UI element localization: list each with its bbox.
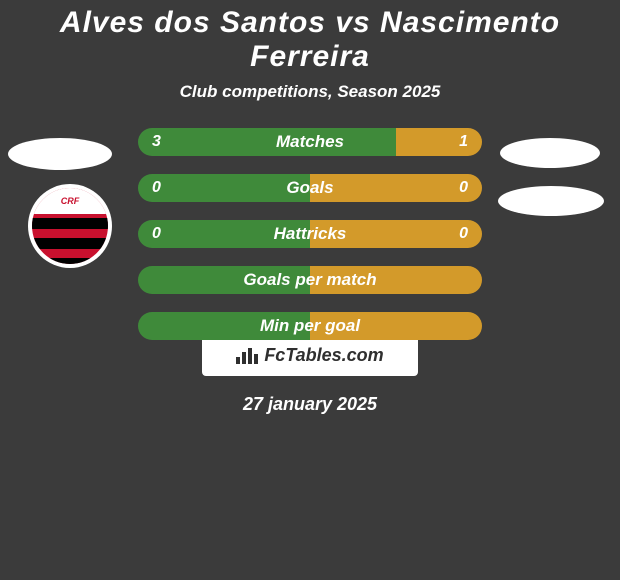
stat-bar-right [310, 220, 482, 248]
stat-row: Goals per match [138, 266, 482, 294]
crest-text: CRF [61, 196, 80, 206]
snapshot-date: 27 january 2025 [0, 394, 620, 415]
stat-bar-right [396, 128, 482, 156]
stat-row: Hattricks00 [138, 220, 482, 248]
stat-bar-right [310, 174, 482, 202]
crest-field: CRF [32, 188, 108, 264]
page-title: Alves dos Santos vs Nascimento Ferreira [0, 0, 620, 74]
stat-value-left: 3 [152, 128, 161, 156]
stat-value-left: 0 [152, 220, 161, 248]
stat-bar-left [138, 266, 310, 294]
stat-value-right: 0 [459, 174, 468, 202]
stat-bar-right [310, 266, 482, 294]
stat-bar-left [138, 220, 310, 248]
crest-top: CRF [32, 188, 108, 214]
bar-chart-icon [236, 346, 258, 364]
stat-bar-left [138, 174, 310, 202]
stat-row: Matches31 [138, 128, 482, 156]
stat-value-right: 1 [459, 128, 468, 156]
stat-row: Min per goal [138, 312, 482, 340]
player-right-photo-placeholder-top [500, 138, 600, 168]
stat-bar-right [310, 312, 482, 340]
player-left-club-crest: CRF [28, 184, 112, 268]
stat-value-right: 0 [459, 220, 468, 248]
player-left-photo-placeholder [8, 138, 112, 170]
stat-bar-left [138, 312, 310, 340]
comparison-bars: Matches31Goals00Hattricks00Goals per mat… [138, 128, 482, 358]
stat-value-left: 0 [152, 174, 161, 202]
page-subtitle: Club competitions, Season 2025 [0, 82, 620, 102]
stat-bar-left [138, 128, 396, 156]
player-right-photo-placeholder-bottom [498, 186, 604, 216]
stat-row: Goals00 [138, 174, 482, 202]
